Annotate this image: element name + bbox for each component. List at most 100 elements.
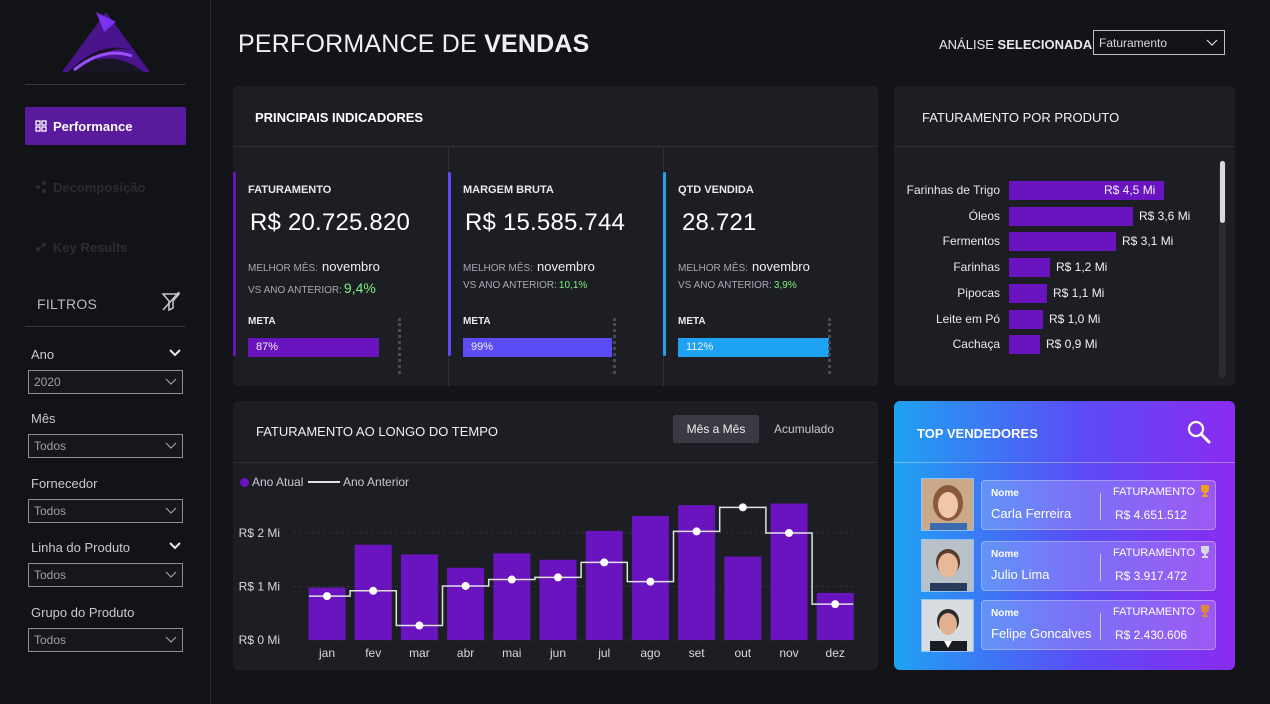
meta-label: META	[678, 316, 706, 327]
filter-mes-select[interactable]: Todos	[28, 434, 183, 458]
point-ano-anterior[interactable]	[692, 527, 701, 536]
kpi-yoy: VS ANO ANTERIOR: 3,9%	[678, 280, 797, 291]
kpi-best-month: MELHOR MÊS: novembro	[678, 259, 810, 274]
seller-revenue-label: FATURAMENTO	[1113, 606, 1196, 618]
top-sellers-title: TOP VENDEDORES	[917, 426, 1038, 441]
product-label: Fermentos	[942, 234, 1000, 248]
filter-mes-label: Mês	[31, 411, 56, 426]
product-bar[interactable]	[1009, 284, 1047, 303]
toggle-mes-a-mes[interactable]: Mês a Mês	[673, 415, 759, 443]
product-bar[interactable]	[1009, 207, 1133, 226]
search-icon[interactable]	[1186, 419, 1212, 445]
bar-ano-atual[interactable]	[770, 503, 808, 640]
best-month-label: MELHOR MÊS:	[463, 263, 534, 274]
nav-decomposicao[interactable]: Decomposição	[25, 168, 186, 206]
yoy-label: VS ANO ANTERIOR:	[248, 285, 342, 296]
chevron-down-icon	[165, 507, 177, 514]
avatar	[921, 539, 974, 592]
seller-card[interactable]: Nome Carla Ferreira FATURAMENTO R$ 4.651…	[981, 480, 1216, 530]
product-bar[interactable]	[1009, 181, 1164, 200]
kpi-accent	[233, 172, 236, 356]
chevron-down-icon	[165, 442, 177, 449]
product-card-divider	[894, 146, 1235, 147]
key-results-icon	[36, 243, 46, 251]
sidebar-divider	[25, 326, 186, 327]
x-tick-label: fev	[365, 646, 381, 660]
point-ano-anterior[interactable]	[554, 573, 562, 582]
toggle-acumulado[interactable]: Acumulado	[773, 422, 835, 436]
point-ano-anterior[interactable]	[646, 577, 655, 586]
filter-grupo-select[interactable]: Todos	[28, 628, 183, 652]
bar-ano-atual[interactable]	[493, 553, 531, 640]
filter-fornecedor-select[interactable]: Todos	[28, 499, 183, 523]
legend-label: Ano Anterior	[343, 475, 410, 489]
nav-key-results[interactable]: Key Results	[25, 228, 186, 266]
chevron-down-icon[interactable]	[168, 348, 182, 358]
product-scrollbar[interactable]	[1219, 160, 1226, 378]
analysis-value: Faturamento	[1099, 36, 1168, 50]
meta-percent: 99%	[471, 341, 494, 353]
bar-ano-atual[interactable]	[539, 559, 577, 640]
y-tick-label: R$ 1 Mi	[239, 580, 280, 594]
point-ano-anterior[interactable]	[785, 529, 793, 537]
chevron-down-icon[interactable]	[168, 541, 182, 551]
bar-ano-atual[interactable]	[678, 505, 716, 640]
bar-ano-atual[interactable]	[816, 592, 854, 640]
meta-target-line	[828, 318, 831, 374]
kpi-label: QTD VENDIDA	[678, 184, 754, 196]
filter-value: Todos	[34, 439, 67, 453]
kpi-card	[233, 86, 878, 386]
point-ano-anterior[interactable]	[600, 558, 609, 567]
kpi-accent	[448, 172, 451, 356]
legend-line-icon	[308, 481, 340, 483]
dashboard-icon	[35, 120, 47, 132]
product-bar[interactable]	[1009, 232, 1116, 251]
x-tick-label: ago	[640, 646, 660, 660]
gold-trophy-icon	[1201, 485, 1209, 497]
seller-revenue: R$ 4.651.512	[1115, 508, 1188, 522]
yoy-label: VS ANO ANTERIOR:	[678, 280, 772, 291]
seller-revenue: R$ 3.917.472	[1115, 569, 1188, 583]
bar-ano-atual[interactable]	[724, 556, 762, 640]
seller-revenue-label: FATURAMENTO	[1113, 547, 1196, 559]
point-ano-anterior[interactable]	[323, 592, 331, 601]
seller-name-label: Nome	[991, 608, 1019, 619]
sidebar-divider	[25, 84, 186, 85]
meta-label: META	[248, 316, 276, 327]
product-bar[interactable]	[1009, 335, 1040, 354]
seller-card[interactable]: Nome Felipe Goncalves FATURAMENTO R$ 2.4…	[981, 600, 1216, 650]
analysis-label-light: ANÁLISE	[939, 37, 998, 52]
bar-ano-atual[interactable]	[585, 530, 623, 640]
filter-linha-select[interactable]: Todos	[28, 563, 183, 587]
best-month-value: novembro	[752, 259, 810, 274]
brand-logo	[62, 12, 150, 72]
y-tick-label: R$ 0 Mi	[239, 633, 280, 647]
kpi-accent	[663, 172, 666, 356]
point-ano-anterior[interactable]	[831, 600, 840, 609]
time-chart-divider	[233, 462, 878, 463]
seller-card[interactable]: Nome Julio Lima FATURAMENTO R$ 3.917.472	[981, 541, 1216, 591]
kpi-label: FATURAMENTO	[248, 184, 332, 196]
point-ano-anterior[interactable]	[738, 503, 747, 512]
analysis-select[interactable]: Faturamento	[1093, 30, 1225, 55]
product-bar[interactable]	[1009, 258, 1050, 277]
product-scrollbar-thumb[interactable]	[1220, 161, 1225, 223]
nav-performance[interactable]: Performance	[25, 107, 186, 145]
legend-ano-anterior: Ano Anterior	[308, 475, 409, 489]
point-ano-anterior[interactable]	[461, 581, 470, 590]
product-bar[interactable]	[1009, 310, 1043, 329]
kpi-qtd-vendida: QTD VENDIDA 28.721 MELHOR MÊS: novembro V…	[663, 147, 878, 386]
page-title: PERFORMANCE DE VENDAS	[238, 30, 589, 59]
seller-name: Felipe Goncalves	[991, 626, 1092, 641]
filters-title: FILTROS	[37, 296, 98, 312]
point-ano-anterior[interactable]	[415, 621, 424, 630]
meta-percent: 87%	[256, 341, 279, 353]
legend-ano-atual: Ano Atual	[240, 475, 303, 489]
filter-ano-select[interactable]: 2020	[28, 370, 183, 394]
filter-value: Todos	[34, 568, 67, 582]
point-ano-anterior[interactable]	[507, 575, 516, 584]
x-tick-label: mar	[409, 646, 430, 660]
point-ano-anterior[interactable]	[369, 586, 378, 595]
bar-ano-atual[interactable]	[447, 567, 485, 640]
clear-filters-icon[interactable]	[160, 290, 182, 312]
